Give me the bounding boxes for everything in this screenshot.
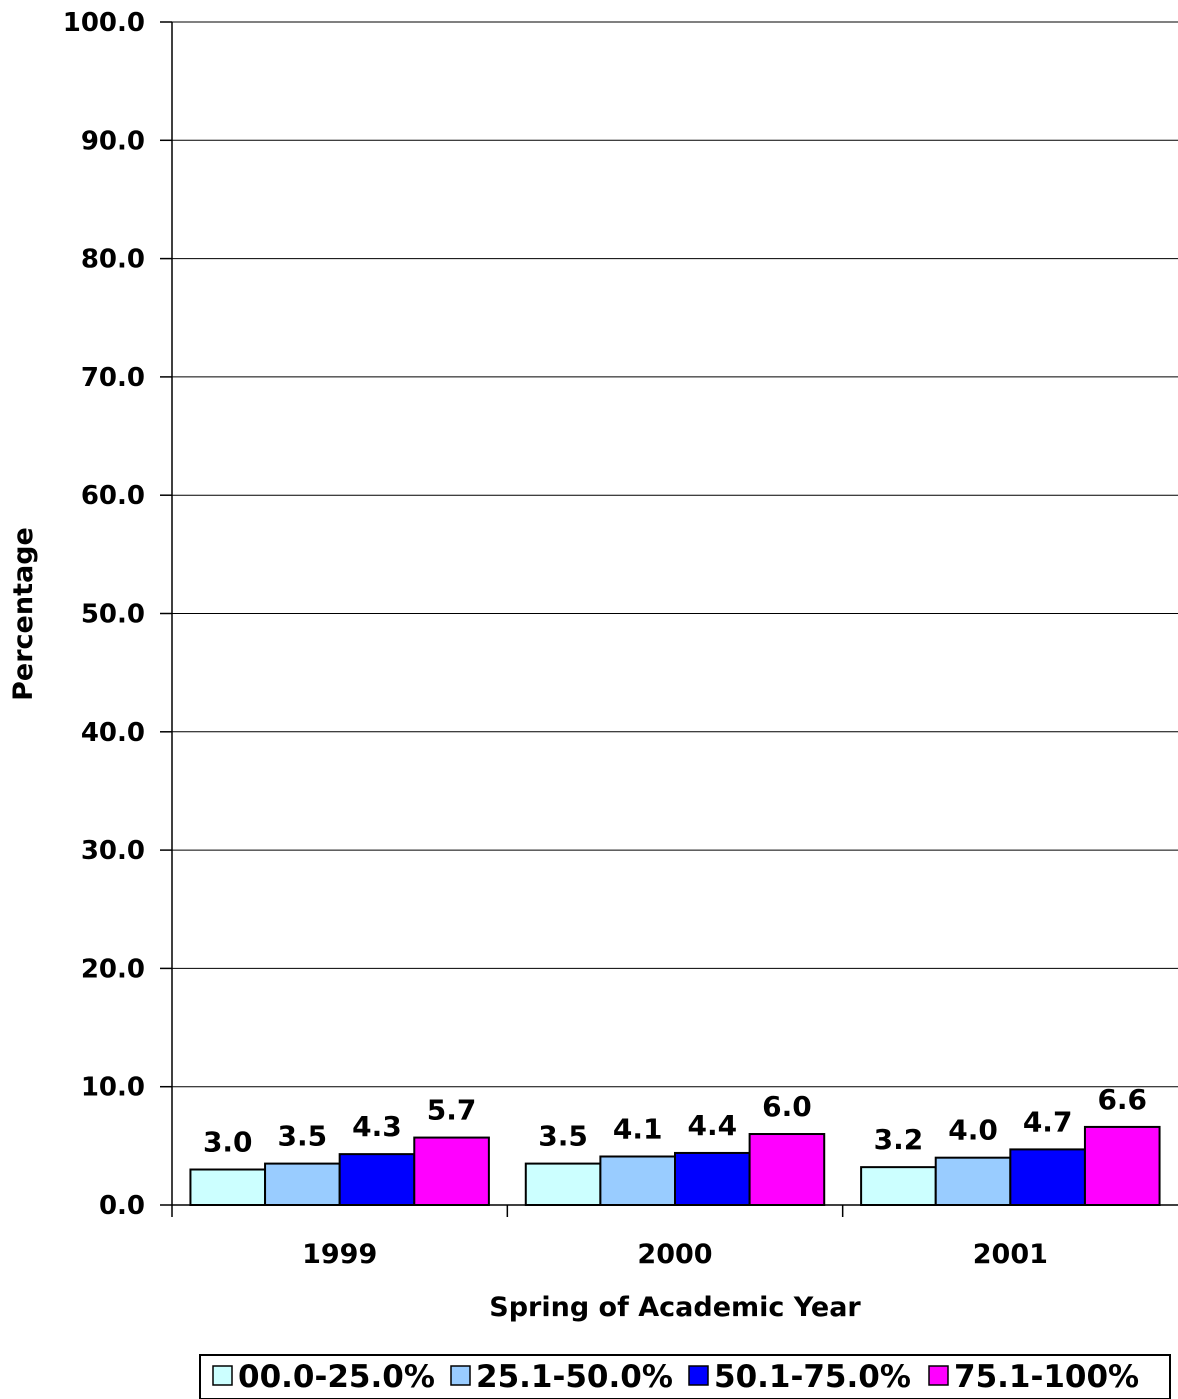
y-tick-label: 0.0 xyxy=(99,1191,145,1221)
bar xyxy=(189,1168,267,1207)
data-label: 3.5 xyxy=(538,1120,588,1153)
y-tick-label: 80.0 xyxy=(81,245,145,275)
y-tick-label: 90.0 xyxy=(81,126,145,156)
data-label: 5.7 xyxy=(427,1094,477,1127)
legend-label: 00.0-25.0% xyxy=(238,1359,435,1395)
x-tick-label: 2001 xyxy=(973,1239,1048,1270)
data-label: 4.7 xyxy=(1023,1105,1073,1138)
data-label: 4.3 xyxy=(352,1110,402,1143)
legend-box xyxy=(199,1354,1171,1399)
bar xyxy=(599,1155,676,1206)
legend-swatch xyxy=(450,1365,471,1386)
bar xyxy=(413,1136,490,1206)
legend-label: 25.1-50.0% xyxy=(476,1359,673,1395)
data-label: 4.0 xyxy=(948,1114,998,1147)
x-axis-categories: 1999 2000 2001 xyxy=(302,1239,1048,1270)
data-labels: 3.0 3.5 4.3 5.7 3.5 4.1 4.4 6.0 3.2 4.0 4.7 6.6 xyxy=(203,1083,1147,1159)
x-tick-label: 2000 xyxy=(637,1239,712,1270)
bar xyxy=(934,1156,1012,1207)
legend: 00.0-25.0% 25.1-50.0% 50.1-75.0% 75.1-100% xyxy=(199,1354,1171,1399)
data-label: 3.5 xyxy=(278,1120,328,1153)
data-label: 6.0 xyxy=(762,1090,812,1123)
bar xyxy=(524,1162,602,1206)
legend-swatch xyxy=(688,1365,709,1386)
y-tick-label: 70.0 xyxy=(81,363,145,393)
y-axis-title: Percentage xyxy=(8,527,39,701)
y-tick-label: 40.0 xyxy=(81,718,145,748)
data-label: 4.4 xyxy=(688,1109,738,1142)
x-axis-title: Spring of Academic Year xyxy=(489,1292,861,1323)
bars xyxy=(189,1125,1161,1207)
y-tick-label: 10.0 xyxy=(81,1073,145,1103)
data-label: 4.1 xyxy=(613,1112,663,1145)
bar xyxy=(1083,1125,1161,1206)
data-label: 3.2 xyxy=(874,1123,924,1156)
legend-swatch xyxy=(212,1365,233,1386)
y-tick-label: 100.0 xyxy=(63,8,145,38)
bar xyxy=(264,1162,341,1206)
bar xyxy=(674,1151,751,1206)
y-tick-label: 50.0 xyxy=(81,600,145,630)
legend-label: 75.1-100% xyxy=(954,1359,1139,1395)
data-label: 6.6 xyxy=(1097,1083,1147,1116)
bar xyxy=(338,1153,416,1206)
bar xyxy=(1009,1148,1086,1207)
x-tick-label: 1999 xyxy=(302,1239,377,1270)
legend-label: 50.1-75.0% xyxy=(714,1359,911,1395)
legend-swatch xyxy=(928,1365,949,1386)
y-axis-ticks: 0.0 10.0 20.0 30.0 40.0 50.0 60.0 70.0 80.0 90.0 1… xyxy=(63,8,172,1221)
bar xyxy=(860,1166,937,1207)
bar xyxy=(748,1133,826,1207)
y-tick-label: 30.0 xyxy=(81,836,145,866)
y-tick-label: 20.0 xyxy=(81,954,145,984)
gridlines xyxy=(172,21,1178,1088)
data-label: 3.0 xyxy=(203,1126,253,1159)
axes xyxy=(171,22,1178,1217)
y-tick-label: 60.0 xyxy=(81,481,145,511)
